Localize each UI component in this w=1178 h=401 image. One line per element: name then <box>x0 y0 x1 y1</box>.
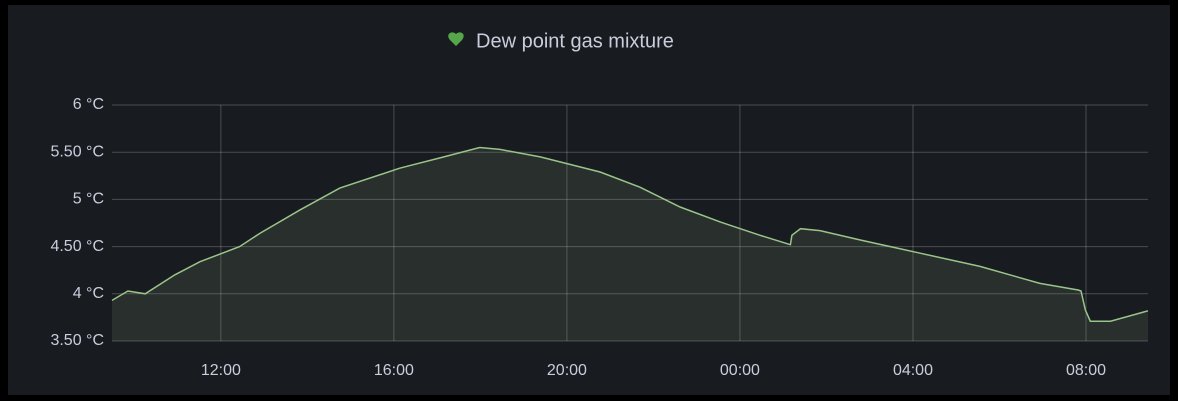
x-tick-label: 16:00 <box>374 362 414 379</box>
x-tick-label: 00:00 <box>720 362 760 379</box>
x-tick-label: 04:00 <box>893 362 933 379</box>
y-tick-label: 4 °C <box>73 285 104 302</box>
y-tick-label: 6 °C <box>73 96 104 113</box>
area-fill <box>112 147 1148 341</box>
x-tick-label: 12:00 <box>201 362 241 379</box>
x-tick-label: 20:00 <box>547 362 587 379</box>
y-tick-label: 5 °C <box>73 191 104 208</box>
panel-background <box>8 5 1170 395</box>
y-tick-label: 3.50 °C <box>50 332 104 349</box>
series-line <box>111 146 1149 322</box>
y-tick-label: 5.50 °C <box>50 143 104 160</box>
chart-title: Dew point gas mixture <box>476 30 674 52</box>
y-tick-label: 4.50 °C <box>50 238 104 255</box>
x-tick-label: 08:00 <box>1066 362 1106 379</box>
health-icon <box>448 32 464 46</box>
